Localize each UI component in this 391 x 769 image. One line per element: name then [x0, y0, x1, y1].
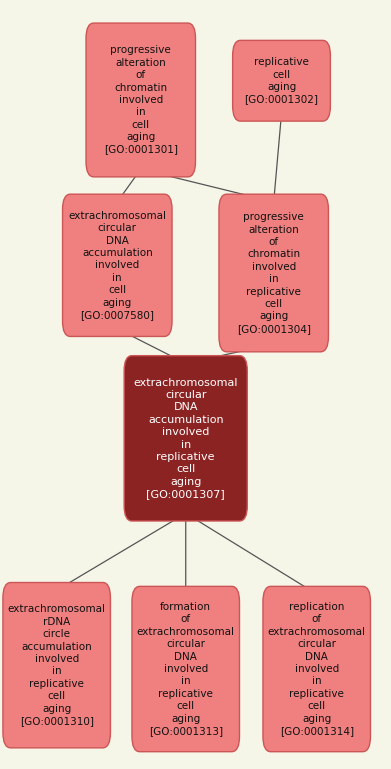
FancyBboxPatch shape: [233, 40, 330, 121]
FancyBboxPatch shape: [132, 586, 239, 752]
Text: extrachromosomal
circular
DNA
accumulation
involved
in
cell
aging
[GO:0007580]: extrachromosomal circular DNA accumulati…: [68, 211, 166, 320]
Text: replication
of
extrachromosomal
circular
DNA
involved
in
replicative
cell
aging
: replication of extrachromosomal circular…: [268, 602, 366, 736]
FancyBboxPatch shape: [219, 194, 328, 352]
FancyBboxPatch shape: [3, 583, 111, 747]
Text: formation
of
extrachromosomal
circular
DNA
involved
in
replicative
cell
aging
[G: formation of extrachromosomal circular D…: [137, 602, 235, 736]
Text: extrachromosomal
rDNA
circle
accumulation
involved
in
replicative
cell
aging
[GO: extrachromosomal rDNA circle accumulatio…: [8, 604, 106, 726]
FancyBboxPatch shape: [63, 194, 172, 337]
FancyBboxPatch shape: [263, 586, 371, 752]
FancyBboxPatch shape: [86, 23, 196, 177]
Text: replicative
cell
aging
[GO:0001302]: replicative cell aging [GO:0001302]: [244, 57, 319, 105]
Text: extrachromosomal
circular
DNA
accumulation
involved
in
replicative
cell
aging
[G: extrachromosomal circular DNA accumulati…: [133, 378, 238, 499]
FancyBboxPatch shape: [124, 355, 248, 521]
Text: progressive
alteration
of
chromatin
involved
in
replicative
cell
aging
[GO:00013: progressive alteration of chromatin invo…: [237, 212, 311, 334]
Text: progressive
alteration
of
chromatin
involved
in
cell
aging
[GO:0001301]: progressive alteration of chromatin invo…: [104, 45, 178, 155]
